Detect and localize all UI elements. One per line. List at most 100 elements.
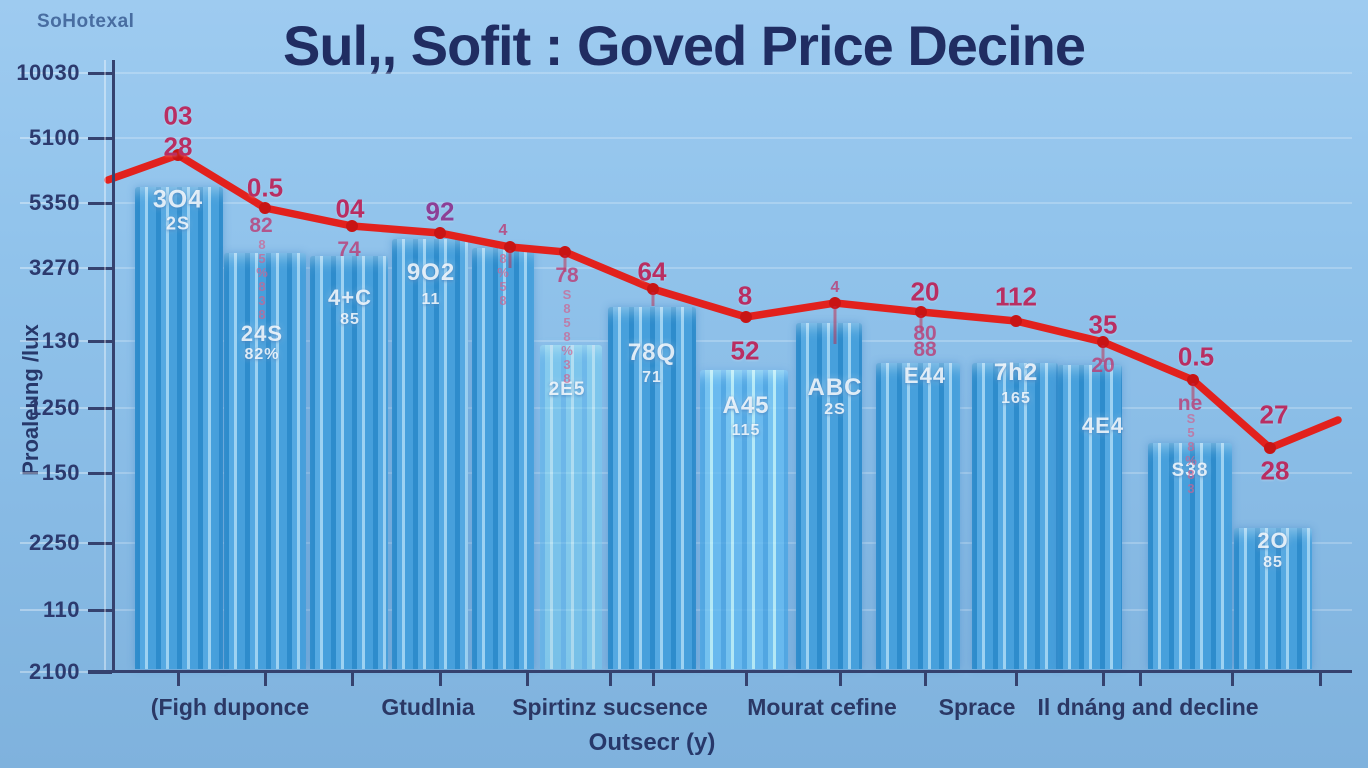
y-tick-mark xyxy=(88,609,112,612)
x-tick-mark xyxy=(264,672,267,686)
y-tick-label: 2100 xyxy=(29,659,80,684)
x-tick-label: Il dnáng and decline xyxy=(1037,694,1259,720)
value-label: 20 xyxy=(1091,354,1115,377)
marker-stem xyxy=(1101,345,1105,362)
marker-stem xyxy=(919,315,923,332)
x-tick-mark xyxy=(1102,672,1105,686)
bar-garble-text: 71 xyxy=(642,369,662,386)
value-label: 82 xyxy=(249,214,273,237)
y-tick-mark xyxy=(88,340,112,343)
x-tick-mark xyxy=(1139,672,1142,686)
bar-garble-text: 9O2 xyxy=(406,259,456,286)
bar xyxy=(135,187,223,669)
bar xyxy=(876,363,960,669)
value-label: 35 xyxy=(1088,309,1118,340)
bar-garble-text: 165 xyxy=(1001,390,1031,407)
line-marker xyxy=(1010,315,1022,327)
bar-garble-text: 85 xyxy=(1263,554,1283,571)
bar xyxy=(1148,443,1232,669)
x-tick-mark xyxy=(609,672,612,686)
gridline-margin xyxy=(20,267,108,269)
y-tick-mark xyxy=(88,472,112,475)
x-tick-mark xyxy=(924,672,927,686)
x-tick-mark xyxy=(745,672,748,686)
y-tick-mark xyxy=(88,72,112,75)
y-tick-mark xyxy=(88,407,112,410)
bar-garble-text: 78Q xyxy=(627,339,677,366)
chart-title: Sul,, Sofit : Goved Price Decine xyxy=(283,14,1086,77)
bar-garble-text: S38 xyxy=(1171,460,1209,481)
bar-garble-text: 115 xyxy=(731,422,761,439)
bar-garble-text: 85 xyxy=(340,311,360,328)
y-tick-mark xyxy=(88,202,112,205)
garble-column: 8 % 5 8 xyxy=(497,251,509,308)
axis-line-x xyxy=(88,670,1352,673)
value-label: 0.5 xyxy=(1177,341,1215,372)
bar-garble-text: E44 xyxy=(903,363,947,388)
y-tick-label: 3270 xyxy=(29,255,80,280)
value-label: 4 xyxy=(830,279,840,296)
x-tick-mark xyxy=(652,672,655,686)
gridline-margin xyxy=(20,671,108,673)
x-tick-mark xyxy=(526,672,529,686)
bar-garble-text: A45 xyxy=(722,392,770,419)
value-label: 28 xyxy=(163,131,193,162)
garble-column: S 8 5 8 % 3 8 xyxy=(561,287,573,386)
x-tick-label: Spirtinz sucsence xyxy=(512,694,708,720)
gridline-margin xyxy=(20,202,108,204)
x-tick-mark xyxy=(439,672,442,686)
gridline xyxy=(112,137,1352,139)
y-tick-mark xyxy=(88,137,112,140)
bar-garble-text: 82% xyxy=(244,346,280,363)
value-label: 4 xyxy=(498,222,508,239)
axis-line-y-highlight xyxy=(104,60,106,670)
bar-garble-text: 2S xyxy=(824,401,846,418)
value-label: 03 xyxy=(163,100,193,131)
garble-column: S 5 8 % 8 3 xyxy=(1185,411,1197,496)
bar-garble-text: 7h2 xyxy=(993,359,1039,386)
line-marker xyxy=(1264,442,1276,454)
y-tick-mark xyxy=(88,542,112,545)
x-tick-label: Gtudlnia xyxy=(381,694,475,720)
bar xyxy=(1058,365,1122,669)
x-tick-mark xyxy=(1015,672,1018,686)
value-label: 27 xyxy=(1259,399,1289,430)
value-label: 112 xyxy=(995,281,1037,312)
value-label: 92 xyxy=(425,196,455,227)
marker-stem xyxy=(563,255,567,272)
x-tick-mark xyxy=(177,672,180,686)
x-axis-title: Outsecr (y) xyxy=(588,729,716,756)
y-tick-label: 110 xyxy=(43,597,80,622)
y-tick-label: 150 xyxy=(41,460,80,485)
gridline-margin xyxy=(20,407,108,409)
marker-stem xyxy=(833,306,837,344)
value-label: 04 xyxy=(335,193,365,224)
gridline-margin xyxy=(20,72,108,74)
bar-garble-text: 4+C xyxy=(328,285,372,310)
x-tick-mark xyxy=(1319,672,1322,686)
gridline-margin xyxy=(20,542,108,544)
bar xyxy=(1234,528,1312,669)
value-label: ne xyxy=(1177,392,1203,415)
line-marker xyxy=(740,311,752,323)
value-label: 8 xyxy=(737,280,753,311)
marker-stem xyxy=(651,292,655,306)
value-label: 74 xyxy=(337,238,361,261)
axis-line-y xyxy=(112,60,115,670)
bar-garble-text: 24S xyxy=(240,321,284,346)
garble-column: 8 5 % 8 3 8 xyxy=(256,237,268,322)
value-label: 20 xyxy=(910,276,940,307)
gridline xyxy=(112,72,1352,74)
x-tick-label: Mourat cefine xyxy=(747,694,897,720)
y-tick-mark xyxy=(88,267,112,270)
bar-garble-text: 3O4 xyxy=(152,185,204,214)
gridline-margin xyxy=(20,609,108,611)
value-label: 80 xyxy=(913,322,937,345)
y-tick-label: 5100 xyxy=(29,125,80,150)
line-marker xyxy=(434,227,446,239)
gridline-margin xyxy=(20,137,108,139)
gridline xyxy=(112,202,1352,204)
x-tick-mark xyxy=(351,672,354,686)
x-tick-label: (Figh duponce xyxy=(150,694,310,720)
y-tick-label: 1250 xyxy=(29,395,80,420)
